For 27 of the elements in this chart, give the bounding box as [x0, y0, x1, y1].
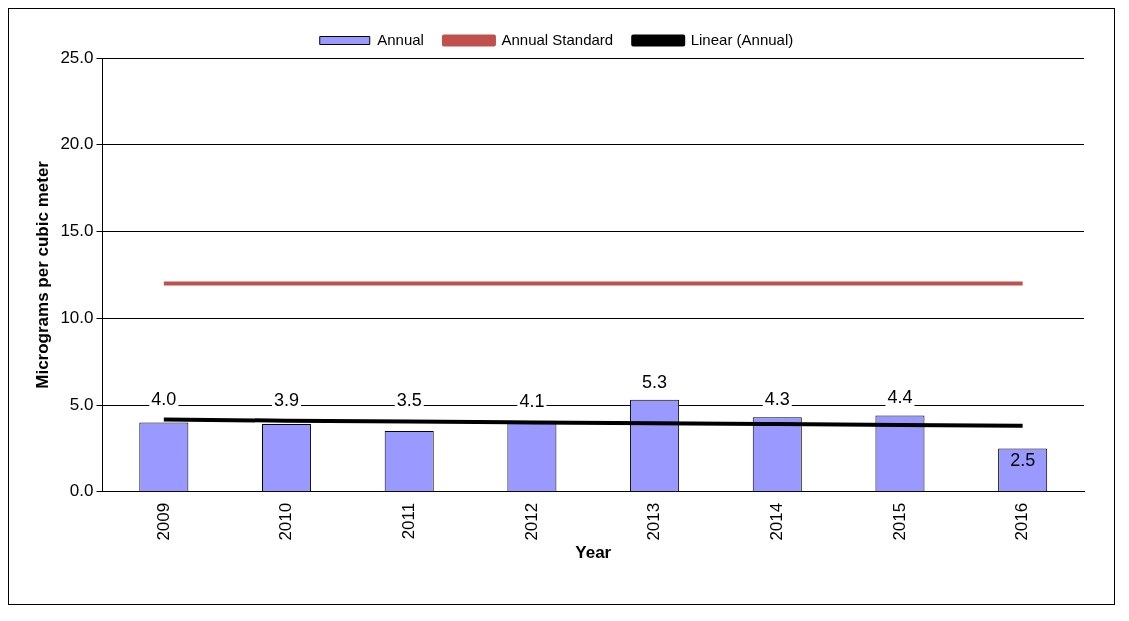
x-tick-label: 2009 — [153, 502, 173, 541]
x-tick-label: 2011 — [398, 502, 418, 540]
data-label: 4.1 — [519, 391, 545, 412]
y-tick-label: 15.0 — [60, 221, 94, 241]
data-label: 4.4 — [887, 387, 913, 408]
x-tick-label: 2014 — [766, 502, 786, 541]
data-label: 3.9 — [274, 389, 300, 410]
data-label: 3.5 — [396, 390, 422, 411]
y-tick-label: 5.0 — [69, 394, 94, 414]
legend-label: Linear (Annual) — [690, 30, 794, 48]
data-label: 5.3 — [642, 371, 668, 392]
x-tick-label: 2013 — [644, 502, 664, 541]
legend-label: Annual Standard — [501, 30, 614, 48]
legend-label: Annual — [377, 30, 424, 48]
data-label: 4.0 — [151, 388, 177, 409]
data-label: 4.3 — [764, 389, 790, 410]
y-tick-label: 25.0 — [60, 47, 94, 67]
x-tick-label: 2012 — [521, 502, 541, 541]
y-axis-title: Micrograms per cubic meter — [32, 160, 52, 389]
x-tick-label: 2016 — [1012, 502, 1032, 541]
y-tick-label: 0.0 — [69, 481, 94, 501]
x-axis-title: Year — [575, 543, 612, 563]
data-label: 2.5 — [1010, 450, 1036, 471]
y-tick-label: 10.0 — [60, 307, 94, 327]
x-tick-label: 2015 — [889, 502, 909, 541]
y-tick-label: 20.0 — [60, 134, 94, 154]
x-tick-label: 2010 — [276, 502, 296, 541]
